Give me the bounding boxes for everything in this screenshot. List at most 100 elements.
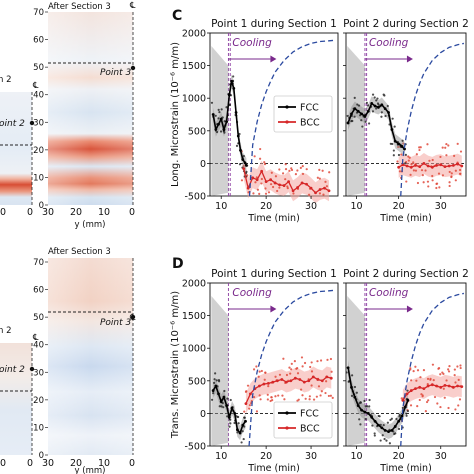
bcc-point [259,398,262,401]
chart-D-left: Point 1 during Section 1 Cooling 10 20 30 Tim… [170,268,339,474]
bcc-marker [255,178,259,182]
plot-frame [345,282,467,447]
fcc-point [212,381,216,384]
bcc-point [436,402,439,405]
fcc-marker [241,158,245,161]
bcc-point [439,155,442,159]
bcc-marker [447,384,451,388]
bcc-point [454,408,457,411]
bcc-point [327,394,330,398]
y-tick-label: 40 [33,91,44,101]
fcc-marker [217,392,220,396]
fcc-point [394,432,397,435]
fcc-point [235,144,239,147]
fcc-marker [211,389,215,392]
legend-label: BCC [300,424,320,435]
bcc-marker [282,184,286,187]
bcc-point [308,395,311,398]
bcc-point [267,191,271,194]
bcc-marker [422,162,426,165]
fcc-point [406,410,409,413]
fcc-marker [346,121,350,125]
bcc-marker [327,189,331,193]
fcc-marker [397,419,401,423]
bcc-marker [447,164,451,168]
fcc-point [378,415,381,418]
bcc-point [431,174,434,178]
fcc-marker [241,423,245,427]
fcc-point [397,153,401,157]
cooling-arrowhead [270,55,277,63]
y-tick-label: -500 [184,192,206,203]
fcc-band [348,96,405,157]
x-tick: 30 [42,458,54,469]
fcc-point [404,162,407,165]
x-tick: 30 [42,207,54,218]
bcc-point [441,174,445,177]
chart-C-right: Point 2 during Section 2 Cooling 10 20 30Tim… [343,18,469,224]
fcc-marker [350,112,353,116]
bcc-point [281,394,284,397]
fcc-point [379,439,382,442]
fcc-marker [366,412,370,415]
fcc-point [238,163,242,166]
x-axis-label: Time (min) [247,463,300,474]
cooling-label: Cooling [369,37,409,49]
legend-box [273,401,333,439]
bcc-point [409,404,413,407]
bcc-point [290,167,293,170]
bcc-point [303,361,307,365]
bcc-marker [456,162,459,166]
fcc-marker [225,404,229,407]
bcc-point [416,181,420,185]
bcc-point [416,369,420,372]
bcc-point [431,179,434,182]
bcc-point [443,396,446,399]
y-tick-label: 1000 [182,344,206,355]
chart-title: Point 2 during Section 2 [343,268,469,280]
bcc-marker [426,384,430,388]
bcc-point [284,163,287,166]
bcc-point [457,404,460,407]
fcc-point [365,101,368,104]
bcc-marker [244,402,248,406]
fcc-marker [235,428,239,432]
fcc-marker [363,115,367,118]
fcc-point [395,417,398,421]
uncertainty-band [211,296,229,446]
fcc-point [242,437,245,441]
bcc-point [304,397,307,400]
bcc-point [252,368,256,371]
bcc-point [409,367,412,370]
fcc-point [401,406,404,409]
fcc-point [213,378,216,381]
bcc-point [264,371,267,374]
bcc-point [300,356,304,359]
x-tick-label: 10 [350,451,362,462]
fcc-point [233,421,236,425]
bcc-point [428,159,431,162]
bcc-point [415,153,418,156]
bcc-band [243,158,330,204]
heatmap-top-left-area [0,92,32,205]
fcc-point [226,415,229,418]
bcc-marker [405,392,409,396]
bcc-point [448,184,451,188]
bcc-marker [418,385,422,389]
heatmap-bottom-left-title: n 2 [0,326,12,336]
fcc-marker [234,111,238,114]
bcc-point [294,173,297,176]
fcc-point [350,394,354,397]
bcc-point [292,192,295,195]
bcc-point [248,407,251,410]
bcc-point [288,366,291,369]
x-tick-label: 30 [435,451,447,462]
bcc-marker [460,385,464,389]
fcc-point [392,154,395,157]
x-tick: 0 [129,207,135,218]
fcc-point [376,97,379,100]
fcc-marker [236,134,240,138]
bcc-point [412,370,415,373]
fcc-point [220,108,223,111]
fcc-point [228,425,231,428]
